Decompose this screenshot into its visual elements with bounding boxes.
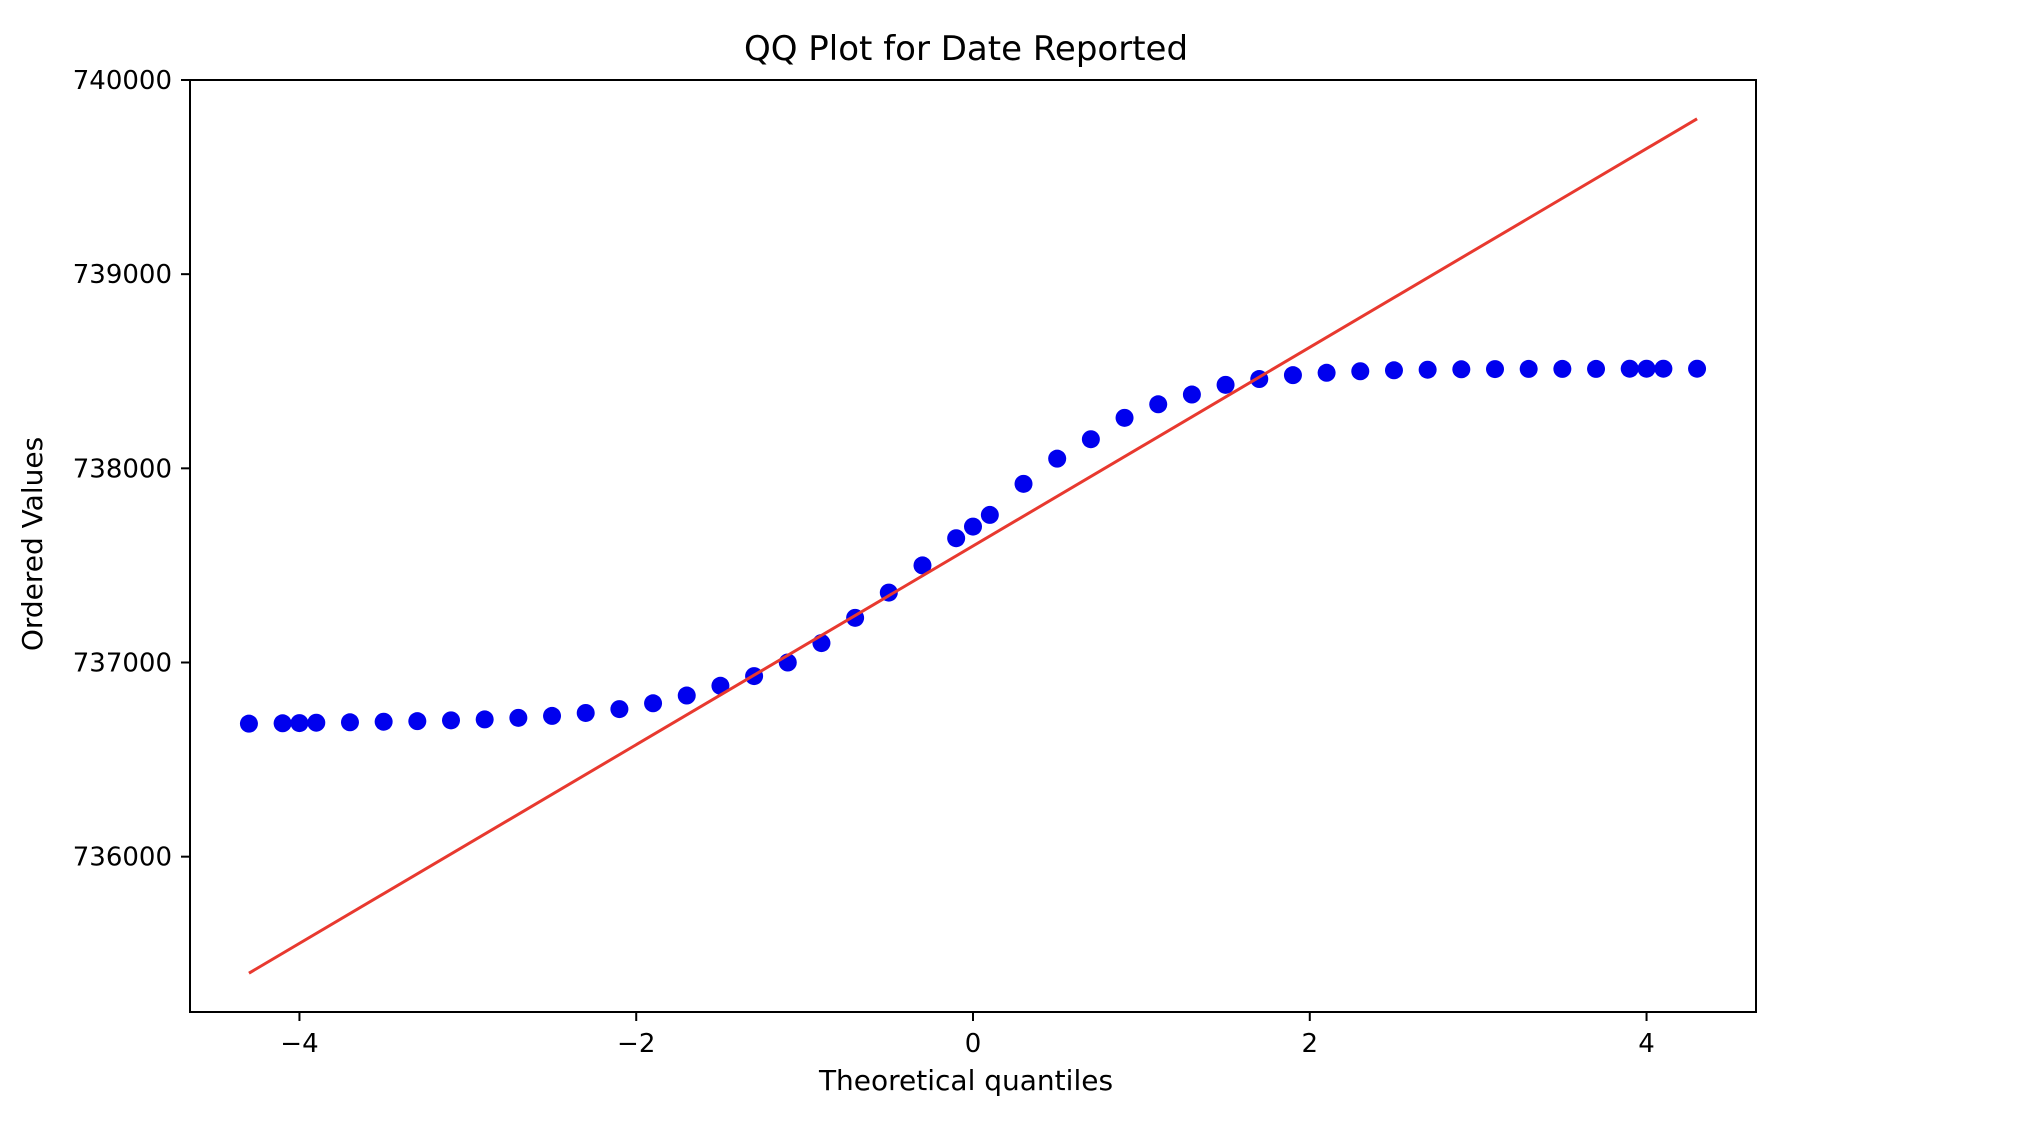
qq-point	[1216, 375, 1235, 394]
qq-point	[1351, 362, 1370, 381]
qq-point	[1081, 430, 1100, 449]
qq-point	[1048, 449, 1067, 468]
qq-point	[1283, 366, 1302, 385]
qq-point	[290, 714, 309, 733]
qq-point	[1519, 359, 1538, 378]
qq-point	[947, 529, 966, 548]
qq-point	[1317, 363, 1336, 382]
plot-area	[239, 117, 1707, 975]
qq-point	[1587, 359, 1606, 378]
qq-point	[374, 712, 393, 731]
qq-point	[610, 700, 629, 719]
y-tick-label: 738000	[73, 454, 172, 484]
qq-point	[964, 517, 982, 536]
qq-point	[1418, 360, 1437, 379]
qq-point	[677, 686, 696, 705]
qq-point	[1637, 359, 1656, 378]
qq-point	[1486, 360, 1504, 379]
x-axis-label: Theoretical quantiles	[818, 1064, 1113, 1097]
qq-point	[307, 713, 326, 732]
qq-point	[408, 712, 427, 731]
y-axis: 736000 737000 738000 739000 740000	[73, 66, 190, 873]
qq-point	[1149, 395, 1168, 414]
qq-point	[1688, 359, 1707, 378]
qq-point	[1014, 474, 1033, 493]
x-tick-label: 2	[1302, 1029, 1319, 1059]
y-tick-label: 737000	[73, 649, 172, 679]
qq-point	[273, 714, 292, 733]
reference-fit-line	[248, 117, 1698, 975]
qq-point	[644, 694, 663, 713]
qq-point	[475, 710, 494, 729]
qq-point	[1620, 359, 1639, 378]
qq-point	[239, 714, 258, 733]
qq-point	[340, 713, 359, 732]
qq-point	[913, 556, 932, 575]
qq-point	[711, 676, 730, 695]
qq-point	[1384, 361, 1403, 380]
y-tick-label: 736000	[73, 843, 172, 873]
qq-point	[1182, 385, 1201, 404]
qq-point	[1654, 359, 1673, 378]
qq-point	[576, 703, 595, 722]
qq-point	[980, 505, 999, 524]
x-tick-label: 0	[965, 1029, 982, 1059]
y-axis-label: Ordered Values	[16, 437, 49, 651]
x-tick-label: −2	[617, 1029, 655, 1059]
qq-point	[543, 706, 562, 725]
y-tick-label: 740000	[73, 66, 172, 96]
qq-point	[442, 711, 460, 730]
chart-title: QQ Plot for Date Reported	[744, 29, 1188, 69]
qq-point	[1553, 359, 1572, 378]
qq-point	[1452, 360, 1471, 379]
x-tick-label: 4	[1638, 1029, 1655, 1059]
qq-point	[509, 708, 528, 727]
x-tick-label: −4	[280, 1029, 318, 1059]
qq-point	[1115, 408, 1134, 427]
qq-points-series	[239, 359, 1707, 733]
y-tick-label: 739000	[73, 260, 172, 290]
x-axis: −4 −2 0 2 4	[280, 1012, 1655, 1059]
